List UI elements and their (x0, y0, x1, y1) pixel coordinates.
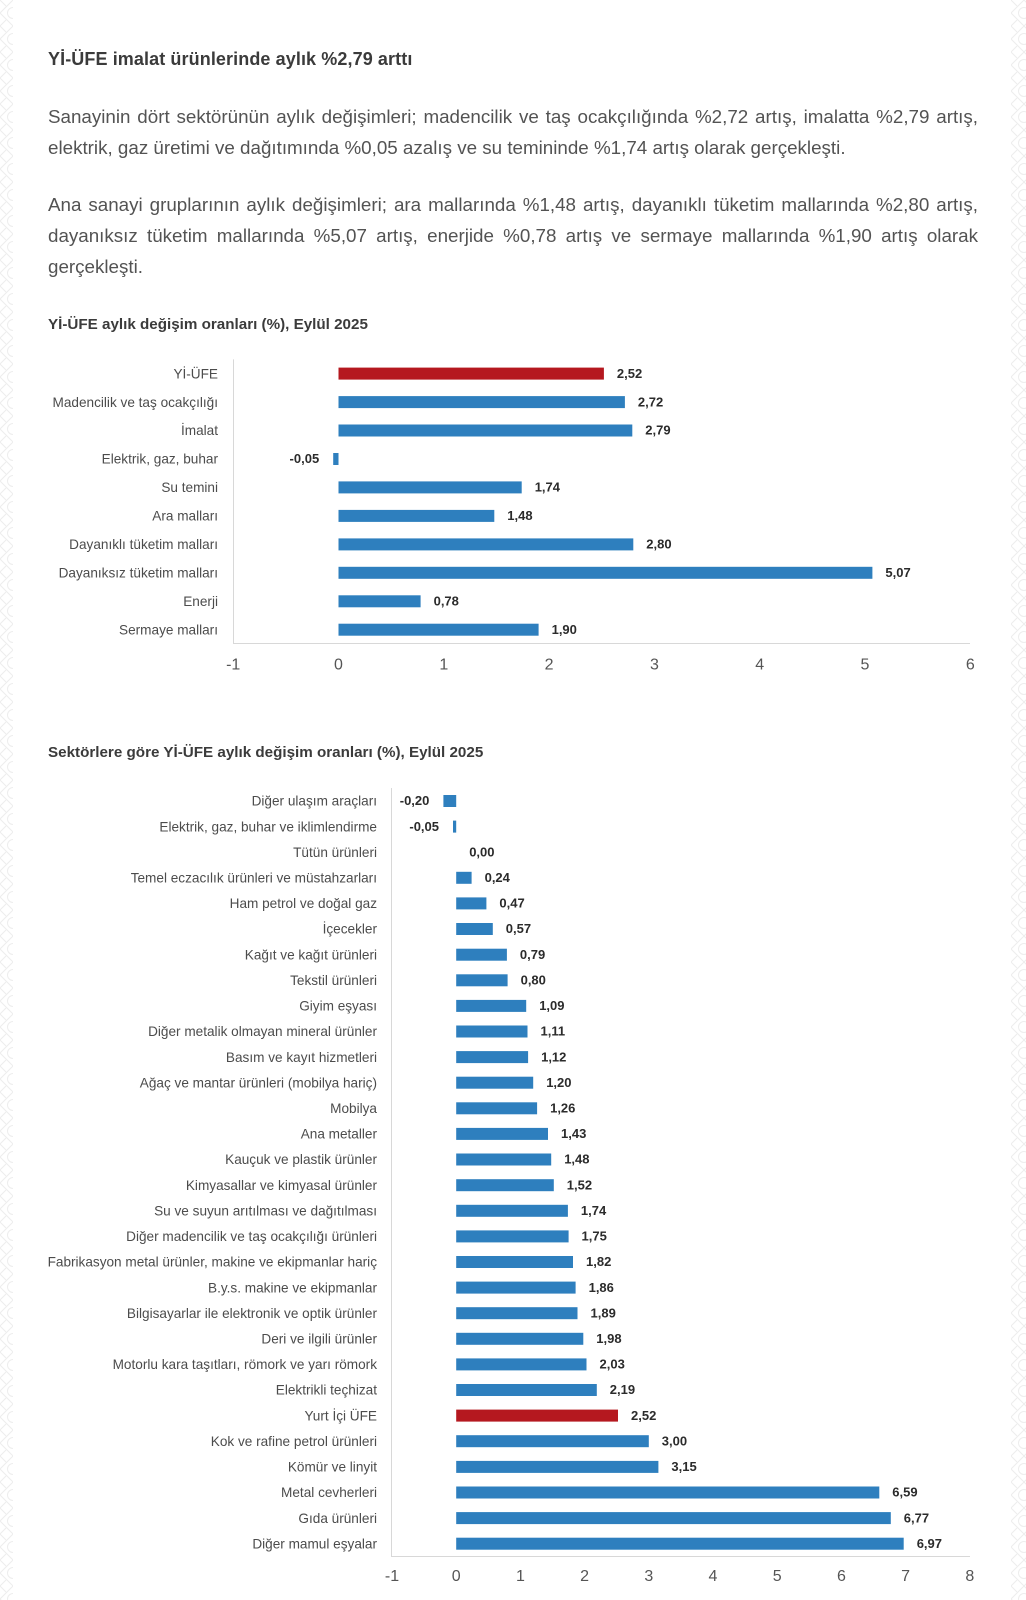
svg-text:İçecekler: İçecekler (323, 922, 378, 937)
svg-text:1,11: 1,11 (541, 1024, 566, 1039)
svg-text:6,59: 6,59 (892, 1485, 917, 1500)
svg-text:Dayanıklı tüketim malları: Dayanıklı tüketim malları (69, 537, 218, 552)
svg-text:2: 2 (580, 1568, 589, 1585)
svg-text:1,20: 1,20 (546, 1075, 571, 1090)
svg-text:Diğer metalik olmayan mineral: Diğer metalik olmayan mineral ürünler (148, 1024, 377, 1039)
svg-text:Su ve suyun arıtılması ve dağı: Su ve suyun arıtılması ve dağıtılması (154, 1204, 377, 1219)
svg-text:İmalat: İmalat (181, 423, 218, 438)
svg-text:-1: -1 (385, 1568, 399, 1585)
svg-text:3,00: 3,00 (662, 1434, 687, 1449)
svg-text:0,79: 0,79 (520, 947, 545, 962)
svg-text:Metal cevherleri: Metal cevherleri (281, 1485, 377, 1500)
svg-text:1: 1 (439, 657, 448, 674)
svg-text:Elektrik, gaz, buhar: Elektrik, gaz, buhar (102, 452, 219, 467)
svg-text:6,77: 6,77 (904, 1510, 929, 1525)
svg-text:2,19: 2,19 (610, 1382, 635, 1397)
svg-text:5: 5 (861, 657, 870, 674)
svg-text:6: 6 (966, 657, 975, 674)
svg-text:6,97: 6,97 (917, 1536, 942, 1551)
svg-text:Tütün ürünleri: Tütün ürünleri (293, 845, 377, 860)
svg-text:Ara malları: Ara malları (152, 509, 218, 524)
svg-text:Kok ve rafine petrol ürünleri: Kok ve rafine petrol ürünleri (211, 1434, 377, 1449)
svg-text:1,48: 1,48 (507, 508, 532, 523)
svg-text:Madencilik ve taş ocakçılığı: Madencilik ve taş ocakçılığı (53, 395, 218, 410)
svg-text:Elektrikli teçhizat: Elektrikli teçhizat (276, 1383, 377, 1398)
svg-text:1,52: 1,52 (567, 1177, 592, 1192)
svg-text:Diğer ulaşım araçları: Diğer ulaşım araçları (252, 794, 377, 809)
svg-text:Kağıt ve kağıt ürünleri: Kağıt ve kağıt ürünleri (245, 947, 377, 962)
svg-text:Ham petrol ve doğal gaz: Ham petrol ve doğal gaz (230, 896, 378, 911)
svg-text:2,52: 2,52 (617, 366, 642, 381)
svg-text:1,26: 1,26 (550, 1101, 575, 1116)
svg-text:Gıda ürünleri: Gıda ürünleri (298, 1511, 377, 1526)
svg-text:0: 0 (334, 657, 343, 674)
svg-text:1,12: 1,12 (541, 1049, 566, 1064)
svg-text:5: 5 (773, 1568, 782, 1585)
svg-text:1,74: 1,74 (581, 1203, 607, 1218)
svg-text:1,82: 1,82 (586, 1254, 611, 1269)
svg-text:0,80: 0,80 (521, 973, 546, 988)
svg-text:Ağaç ve mantar ürünleri (mobil: Ağaç ve mantar ürünleri (mobilya hariç) (140, 1075, 377, 1090)
svg-text:2,80: 2,80 (646, 537, 671, 552)
svg-text:Fabrikasyon metal ürünler, mak: Fabrikasyon metal ürünler, makine ve eki… (48, 1255, 378, 1270)
svg-text:Dayanıksız tüketim malları: Dayanıksız tüketim malları (59, 566, 218, 581)
svg-text:0,57: 0,57 (506, 921, 531, 936)
svg-text:2,72: 2,72 (638, 394, 663, 409)
svg-text:6: 6 (837, 1568, 846, 1585)
svg-text:4: 4 (709, 1568, 718, 1585)
svg-text:Basım ve kayıt hizmetleri: Basım ve kayıt hizmetleri (226, 1050, 377, 1065)
svg-text:2,79: 2,79 (645, 423, 670, 438)
svg-text:-1: -1 (226, 657, 240, 674)
svg-text:0,47: 0,47 (499, 896, 524, 911)
svg-text:Kömür ve linyit: Kömür ve linyit (288, 1460, 377, 1475)
svg-text:Motorlu kara taşıtları, römork: Motorlu kara taşıtları, römork ve yarı r… (113, 1357, 378, 1372)
svg-text:2: 2 (545, 657, 554, 674)
svg-text:8: 8 (965, 1568, 974, 1585)
svg-text:Sermaye malları: Sermaye malları (119, 622, 218, 637)
svg-text:1,43: 1,43 (561, 1126, 586, 1141)
svg-text:Diğer mamul eşyalar: Diğer mamul eşyalar (252, 1536, 377, 1551)
svg-text:1,89: 1,89 (591, 1305, 616, 1320)
svg-text:1,75: 1,75 (582, 1229, 607, 1244)
svg-text:0,00: 0,00 (469, 844, 494, 859)
svg-text:Tekstil ürünleri: Tekstil ürünleri (290, 973, 377, 988)
svg-text:7: 7 (901, 1568, 910, 1585)
svg-text:1,86: 1,86 (589, 1280, 614, 1295)
svg-text:Ana metaller: Ana metaller (301, 1127, 378, 1142)
svg-text:5,07: 5,07 (885, 565, 910, 580)
svg-text:Kimyasallar ve kimyasal ürünle: Kimyasallar ve kimyasal ürünler (186, 1178, 378, 1193)
svg-text:-0,20: -0,20 (400, 793, 430, 808)
svg-text:Yurt İçi ÜFE: Yurt İçi ÜFE (304, 1408, 377, 1423)
svg-text:1,74: 1,74 (535, 480, 561, 495)
svg-text:3: 3 (650, 657, 659, 674)
svg-text:Giyim eşyası: Giyim eşyası (299, 999, 377, 1014)
svg-text:-0,05: -0,05 (409, 819, 439, 834)
svg-text:1: 1 (516, 1568, 525, 1585)
svg-text:Elektrik, gaz, buhar ve ikliml: Elektrik, gaz, buhar ve iklimlendirme (159, 819, 377, 834)
svg-text:1,90: 1,90 (552, 622, 577, 637)
svg-text:3,15: 3,15 (671, 1459, 696, 1474)
svg-text:0: 0 (452, 1568, 461, 1585)
svg-text:-0,05: -0,05 (290, 451, 320, 466)
svg-text:0,24: 0,24 (485, 870, 511, 885)
svg-text:B.y.s. makine ve ekipmanlar: B.y.s. makine ve ekipmanlar (208, 1280, 377, 1295)
svg-text:Bilgisayarlar ile elektronik v: Bilgisayarlar ile elektronik ve optik ür… (127, 1306, 378, 1321)
svg-text:1,48: 1,48 (564, 1152, 589, 1167)
svg-text:3: 3 (644, 1568, 653, 1585)
svg-text:2,03: 2,03 (600, 1357, 625, 1372)
svg-text:1,98: 1,98 (596, 1331, 621, 1346)
svg-text:Yİ-ÜFE: Yİ-ÜFE (173, 366, 218, 381)
svg-text:Su temini: Su temini (161, 480, 218, 495)
svg-text:Deri ve ilgili ürünler: Deri ve ilgili ürünler (261, 1332, 377, 1347)
svg-text:0,78: 0,78 (434, 594, 459, 609)
svg-text:Temel eczacılık ürünleri ve mü: Temel eczacılık ürünleri ve müstahzarlar… (131, 871, 377, 886)
svg-text:1,09: 1,09 (539, 998, 564, 1013)
svg-text:Kauçuk ve plastik ürünler: Kauçuk ve plastik ürünler (225, 1152, 377, 1167)
svg-text:Mobilya: Mobilya (330, 1101, 377, 1116)
svg-text:Enerji: Enerji (183, 594, 218, 609)
svg-text:2,52: 2,52 (631, 1408, 656, 1423)
svg-text:Diğer madencilik ve taş ocakçı: Diğer madencilik ve taş ocakçılığı ürünl… (126, 1229, 377, 1244)
svg-text:4: 4 (755, 657, 764, 674)
